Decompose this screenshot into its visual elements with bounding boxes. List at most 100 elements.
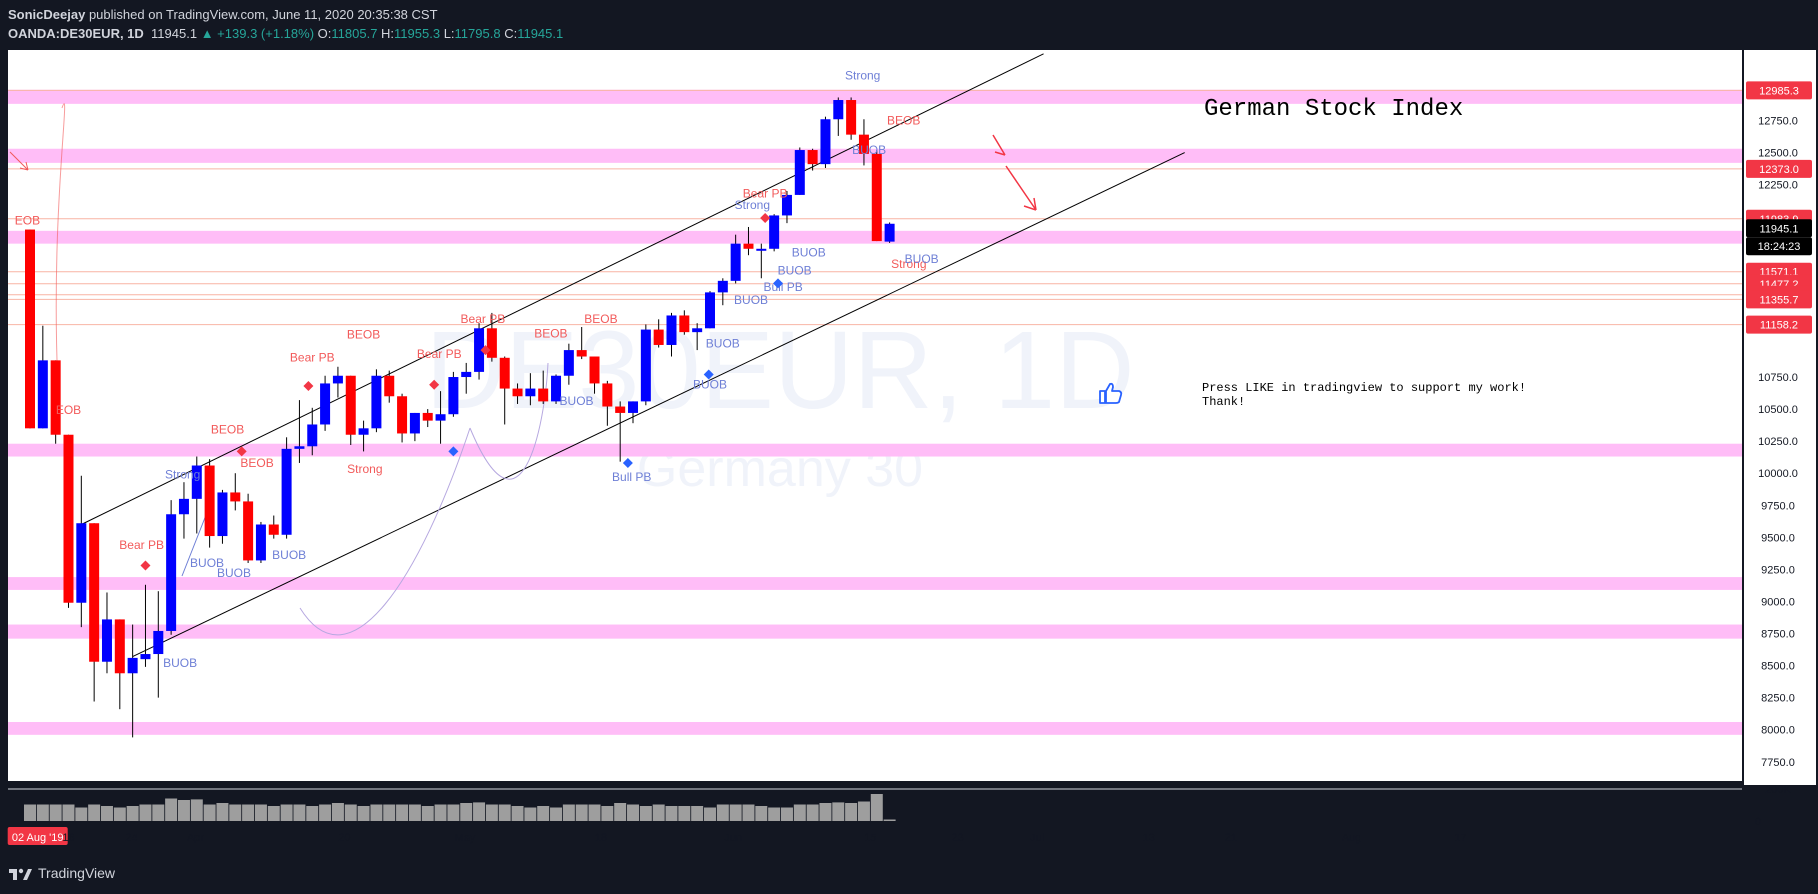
signal-label: BUOB <box>905 252 939 266</box>
price-axis-label: 10750.0 <box>1758 372 1798 384</box>
candle-bull <box>371 375 382 429</box>
volume-bar <box>524 807 537 821</box>
volume-bar <box>216 803 229 821</box>
candle-bull <box>717 280 728 293</box>
volume-bar <box>242 804 255 821</box>
price-axis-label: 9000.0 <box>1761 596 1795 608</box>
volume-bar <box>319 804 332 821</box>
price-tag <box>1746 81 1812 100</box>
volume-bar <box>562 804 575 821</box>
channel-trendline <box>81 53 1044 525</box>
price-tag-label: 18:24:23 <box>1758 241 1801 253</box>
signal-label: Bull PB <box>763 280 802 294</box>
candle-bear <box>114 619 125 674</box>
symbol-label[interactable]: OANDA:DE30EUR, 1D <box>8 26 144 41</box>
price-axis-label: 12250.0 <box>1758 180 1798 192</box>
price-axis-label: 10500.0 <box>1758 404 1798 416</box>
signal-label: EOB <box>56 403 81 417</box>
signal-diamond <box>622 457 633 468</box>
tradingview-logo[interactable]: TradingView <box>8 865 115 881</box>
volume-bar <box>793 804 806 821</box>
volume-bar <box>293 804 306 821</box>
volume-bar <box>280 804 293 821</box>
price-tag <box>1746 290 1812 309</box>
signal-label: Strong <box>165 467 200 481</box>
volume-bar <box>716 804 729 821</box>
price-axis-label: 9750.0 <box>1761 500 1795 512</box>
candle-bear <box>345 375 356 435</box>
price-axis-label: 12500.0 <box>1758 148 1798 160</box>
candle-bull <box>320 383 331 425</box>
candle-bull <box>101 619 112 662</box>
volume-bar <box>857 801 870 821</box>
time-axis-label: 13 <box>1143 832 1155 844</box>
volume-bar <box>780 807 793 821</box>
candle-bull <box>704 292 715 329</box>
volume-bar <box>768 807 781 821</box>
curve-annotation <box>55 103 66 389</box>
candle-bear <box>268 524 279 535</box>
price-axis-label: 12750.0 <box>1758 116 1798 128</box>
signal-label: BEOB <box>211 422 244 436</box>
open-label: O: <box>317 26 332 41</box>
volume-bar <box>139 804 152 821</box>
candle-bear <box>243 501 254 561</box>
signal-label: BUOB <box>272 548 306 562</box>
candle-bear <box>807 150 818 165</box>
publisher-name[interactable]: SonicDeejay <box>8 7 86 22</box>
time-axis-label: 18 <box>595 832 607 844</box>
thumbs-up-icon <box>1099 382 1123 404</box>
curve-annotation <box>299 427 471 636</box>
signal-label: BEOB <box>347 328 380 342</box>
volume-bar <box>126 806 139 821</box>
price-axis-label: 8750.0 <box>1761 629 1795 641</box>
volume-bar <box>254 804 267 821</box>
candle-bear <box>50 360 61 435</box>
arrow-annotation <box>9 151 29 171</box>
signal-diamond <box>703 369 714 380</box>
price-axis-label: 9500.0 <box>1761 532 1795 544</box>
price-tag <box>1746 219 1812 238</box>
volume-bar <box>575 804 588 821</box>
candle-bull <box>255 524 266 561</box>
candle-bull <box>37 360 48 429</box>
signal-label: BUOB <box>734 293 768 307</box>
volume-bar <box>819 803 832 821</box>
candle-bear <box>653 329 664 345</box>
candle-bear <box>615 406 626 413</box>
price-tag-label: 11158.2 <box>1760 320 1798 332</box>
volume-bar <box>588 804 601 821</box>
price-tag <box>1746 315 1812 334</box>
arrow-annotation <box>1005 165 1037 211</box>
candle-bear <box>576 350 587 357</box>
candle-bull <box>140 654 151 660</box>
tradingview-logo-icon <box>9 868 32 880</box>
volume-bar <box>62 804 75 821</box>
signal-diamond <box>772 278 783 289</box>
volume-bar <box>100 806 113 821</box>
high-label: H: <box>381 26 395 41</box>
candle-bear <box>486 328 497 358</box>
volume-bar <box>473 802 486 821</box>
candle-bull <box>448 377 459 415</box>
arrow-annotation <box>992 134 1006 156</box>
time-axis-label: 23 <box>951 832 963 844</box>
candle-bear <box>230 492 241 502</box>
channel-trendline <box>132 152 1185 658</box>
signal-label: BUOB <box>693 378 727 392</box>
time-axis-label: Apr <box>187 832 204 844</box>
signal-label: Strong <box>891 257 926 271</box>
volume-bar <box>229 804 242 821</box>
candle-bull <box>332 375 343 384</box>
signal-label: BUOB <box>852 143 886 157</box>
price-axis-label: 9250.0 <box>1761 564 1795 576</box>
signal-label: BUOB <box>163 656 197 670</box>
time-axis-label: 16 <box>62 832 74 844</box>
candle-bear <box>89 523 100 662</box>
signal-label: Strong <box>735 198 770 212</box>
candle-bull <box>781 194 792 216</box>
signal-label: BUOB <box>190 556 224 570</box>
volume-bar <box>665 806 678 821</box>
chart-area[interactable]: DE30EUR, 1D Germany 30 EOB EOB Bear PB Stron… <box>0 48 1818 853</box>
